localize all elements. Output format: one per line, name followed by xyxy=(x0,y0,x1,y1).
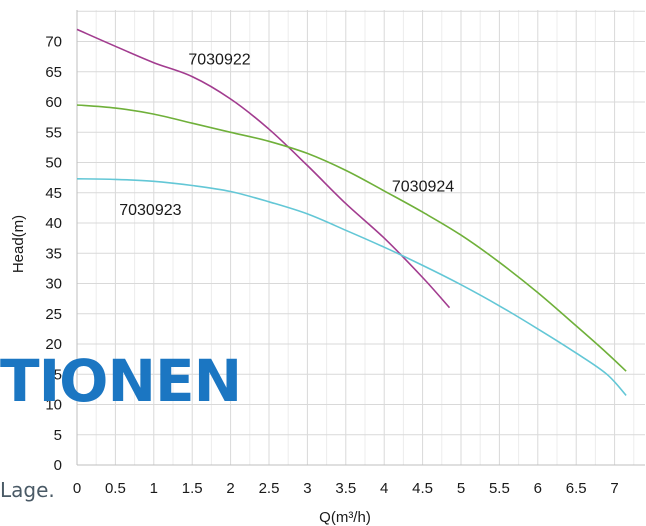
y-tick-label: 0 xyxy=(54,457,62,474)
series-lines xyxy=(76,28,627,396)
y-tick-label: 70 xyxy=(45,34,62,51)
series-label-7030923: 7030923 xyxy=(119,202,181,219)
series-label-7030922: 7030922 xyxy=(188,51,250,68)
series-label-7030924: 7030924 xyxy=(392,179,454,196)
x-tick-label: 0.5 xyxy=(105,480,126,497)
y-tick-label: 65 xyxy=(45,64,62,81)
series-labels: 7030922 7030924 7030923 xyxy=(119,51,454,219)
overlay-text-fragment: Lage. xyxy=(0,478,55,502)
x-tick-label: 6.5 xyxy=(566,480,587,497)
overlay-banner-text: TIONEN xyxy=(0,347,242,415)
x-tick-label: 3.5 xyxy=(335,480,356,497)
plot-frame xyxy=(76,10,645,466)
y-tick-label: 25 xyxy=(45,306,62,323)
series-line-7030922 xyxy=(76,28,451,309)
y-tick-label: 45 xyxy=(45,185,62,202)
x-tick-label: 1 xyxy=(150,480,158,497)
series-line-7030924 xyxy=(76,104,627,372)
x-axis-title: Q(m³/h) xyxy=(319,509,371,526)
y-tick-label: 5 xyxy=(54,427,62,444)
x-tick-label: 7 xyxy=(610,480,618,497)
y-axis-title: Head(m) xyxy=(10,215,27,273)
x-axis-ticks: 0 0.5 1 1.5 2 2.5 3 3.5 4 4.5 5 5.5 6 6.5 7 xyxy=(73,480,619,497)
x-tick-label: 2.5 xyxy=(259,480,280,497)
x-tick-label: 3 xyxy=(303,480,311,497)
series-line-7030923 xyxy=(76,178,627,396)
y-axis-ticks: 0 5 10 15 20 25 30 35 40 45 50 55 60 65 70 xyxy=(45,34,62,475)
y-tick-label: 55 xyxy=(45,124,62,141)
y-tick-label: 40 xyxy=(45,215,62,232)
x-tick-label: 5.5 xyxy=(489,480,510,497)
x-tick-label: 2 xyxy=(226,480,234,497)
y-tick-label: 30 xyxy=(45,276,62,293)
y-tick-label: 60 xyxy=(45,94,62,111)
grid-lines xyxy=(76,10,645,466)
y-tick-label: 20 xyxy=(45,336,62,353)
x-tick-label: 0 xyxy=(73,480,81,497)
y-tick-label: 35 xyxy=(45,245,62,262)
y-tick-label: 50 xyxy=(45,155,62,172)
x-tick-label: 4.5 xyxy=(412,480,433,497)
y-tick-label: 15 xyxy=(45,366,62,383)
x-tick-label: 5 xyxy=(457,480,465,497)
x-tick-label: 6 xyxy=(534,480,542,497)
x-tick-label: 4 xyxy=(380,480,388,497)
x-tick-label: 1.5 xyxy=(182,480,203,497)
y-tick-label: 10 xyxy=(45,397,62,414)
